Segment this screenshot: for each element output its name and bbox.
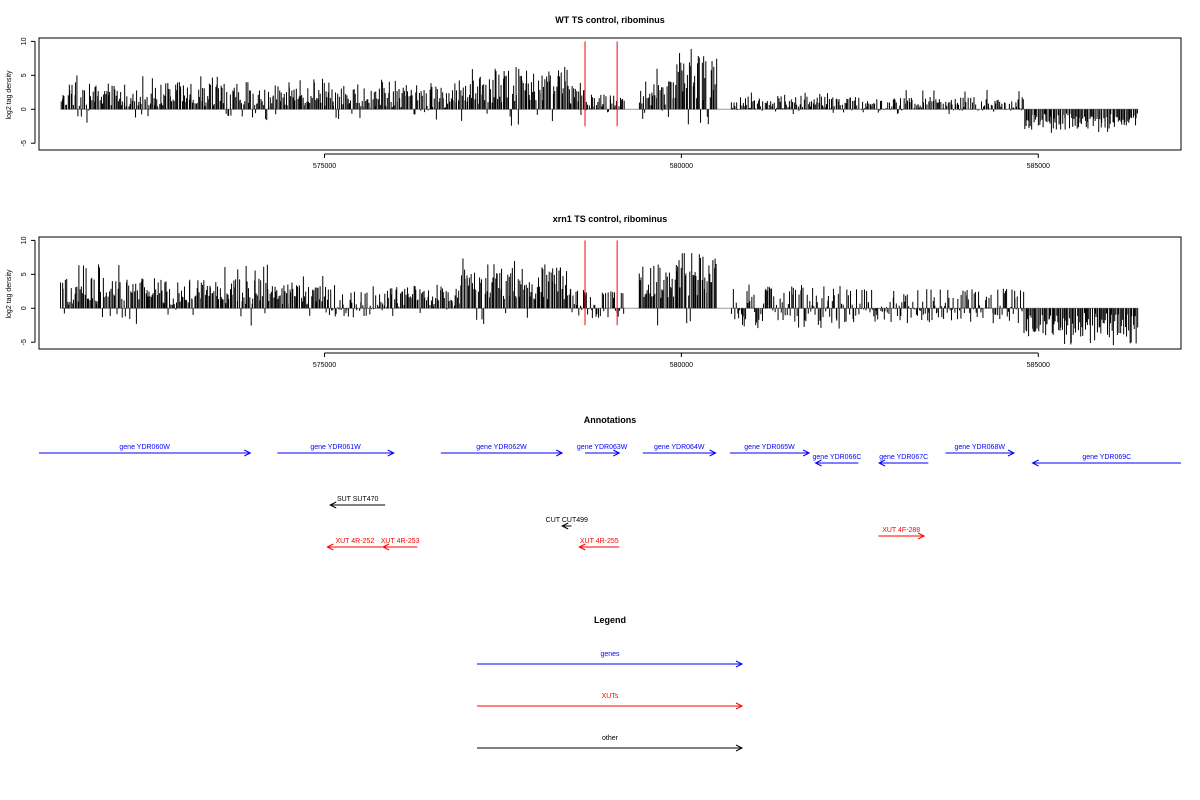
feature-label: CUT CUT499: [546, 517, 588, 524]
y-axis-label: log2 tag density: [6, 269, 13, 319]
feature-gene-ydr068w: gene YDR068W: [945, 444, 1016, 457]
legend-arrow: [477, 702, 744, 710]
feature-gene-ydr062w: gene YDR062W: [440, 444, 564, 457]
y-tick-label: 5: [21, 73, 28, 77]
feature-arrow: [729, 449, 811, 457]
feature-arrows: gene YDR060W gene YDR061W gene YDR062W gene…: [39, 444, 1181, 551]
feature-arrow: [277, 449, 395, 457]
feature-arrow: [381, 543, 418, 551]
feature-gene-ydr060w: gene YDR060W: [39, 444, 252, 457]
legend-item-xuts: XUTs: [477, 693, 744, 710]
feature-xut-4r-253: XUT 4R-253: [381, 538, 420, 551]
feature-arrow: [329, 501, 386, 509]
feature-cut-cut499: CUT CUT499: [546, 517, 588, 530]
feature-label: gene YDR066C: [813, 454, 862, 461]
legend-items: genes XUTs other: [477, 651, 744, 752]
feature-label: XUT 4R-252: [335, 538, 374, 545]
y-tick-label: -5: [21, 140, 28, 146]
feature-gene-ydr066c: gene YDR066C: [813, 454, 862, 467]
feature-xut-4f-288: XUT 4F-288: [878, 527, 926, 540]
annotations-title: Annotations: [584, 415, 637, 425]
legend-label: other: [602, 735, 619, 742]
feature-label: gene YDR061W: [310, 444, 361, 451]
feature-arrow: [440, 449, 564, 457]
feature-label: XUT 4F-288: [882, 527, 920, 534]
legend-label: genes: [600, 651, 620, 658]
feature-label: SUT SUT470: [337, 496, 379, 503]
x-axis: 575000 580000 585000: [313, 153, 1050, 170]
marker-lines: [584, 41, 618, 127]
legend-label: XUTs: [602, 693, 619, 700]
feature-gene-ydr061w: gene YDR061W: [277, 444, 395, 457]
wt-coverage-panel: WT TS control, ribominus log2 tag densit…: [6, 15, 1182, 170]
feature-arrow: [878, 532, 926, 540]
x-tick-label: 580000: [670, 163, 693, 170]
feature-label: gene YDR064W: [654, 444, 705, 451]
feature-label: gene YDR067C: [879, 454, 928, 461]
y-axis: -5 0 5 10: [21, 236, 36, 345]
feature-arrow: [39, 449, 252, 457]
feature-arrow: [877, 459, 929, 467]
y-tick-label: 10: [21, 236, 28, 244]
feature-arrow: [561, 522, 572, 530]
feature-arrow: [642, 449, 717, 457]
y-axis-label: log2 tag density: [6, 70, 13, 120]
feature-gene-ydr065w: gene YDR065W: [729, 444, 811, 457]
feature-label: gene YDR060W: [119, 444, 170, 451]
feature-label: gene YDR062W: [476, 444, 527, 451]
feature-gene-ydr064w: gene YDR064W: [642, 444, 717, 457]
panel-title: xrn1 TS control, ribominus: [553, 214, 668, 224]
plot-frame: [38, 37, 1182, 151]
annotations-track: Annotations gene YDR060W gene YDR061W gene…: [39, 415, 1181, 551]
feature-arrow: [814, 459, 859, 467]
bar-series: [60, 253, 1139, 346]
xrn1-coverage-panel: xrn1 TS control, ribominus log2 tag dens…: [6, 214, 1182, 369]
legend: Legend genes XUTs other: [477, 615, 744, 752]
marker-lines: [584, 240, 618, 326]
panel-title: WT TS control, ribominus: [555, 15, 665, 25]
feature-label: XUT 4R-253: [381, 538, 420, 545]
y-tick-label: 0: [21, 107, 28, 111]
feature-sut-sut470: SUT SUT470: [329, 496, 386, 509]
y-tick-label: 5: [21, 272, 28, 276]
feature-arrow: [1031, 459, 1181, 467]
bar-series: [60, 48, 1139, 133]
feature-gene-ydr063w: gene YDR063W: [577, 444, 628, 457]
x-tick-label: 580000: [670, 362, 693, 369]
feature-gene-ydr067c: gene YDR067C: [877, 454, 929, 467]
feature-arrow: [945, 449, 1016, 457]
feature-label: gene YDR068W: [954, 444, 1005, 451]
feature-arrow: [578, 543, 620, 551]
y-tick-label: 10: [21, 37, 28, 45]
x-tick-label: 585000: [1027, 163, 1050, 170]
y-tick-label: 0: [21, 306, 28, 310]
feature-label: XUT 4R-255: [580, 538, 619, 545]
legend-item-genes: genes: [477, 651, 744, 668]
feature-xut-4r-255: XUT 4R-255: [578, 538, 620, 551]
feature-label: gene YDR065W: [744, 444, 795, 451]
feature-label: gene YDR069C: [1082, 454, 1131, 461]
x-axis: 575000 580000 585000: [313, 352, 1050, 369]
x-tick-label: 575000: [313, 163, 336, 170]
y-axis: -5 0 5 10: [21, 37, 36, 146]
feature-arrow: [326, 543, 383, 551]
feature-xut-4r-252: XUT 4R-252: [326, 538, 383, 551]
y-tick-label: -5: [21, 339, 28, 345]
feature-gene-ydr069c: gene YDR069C: [1031, 454, 1181, 467]
feature-label: gene YDR063W: [577, 444, 628, 451]
x-tick-label: 585000: [1027, 362, 1050, 369]
feature-arrow: [585, 449, 621, 457]
legend-title: Legend: [594, 615, 626, 625]
legend-item-other: other: [477, 735, 744, 752]
legend-arrow: [477, 744, 744, 752]
x-tick-label: 575000: [313, 362, 336, 369]
plot-frame: [38, 236, 1182, 350]
legend-arrow: [477, 660, 744, 668]
